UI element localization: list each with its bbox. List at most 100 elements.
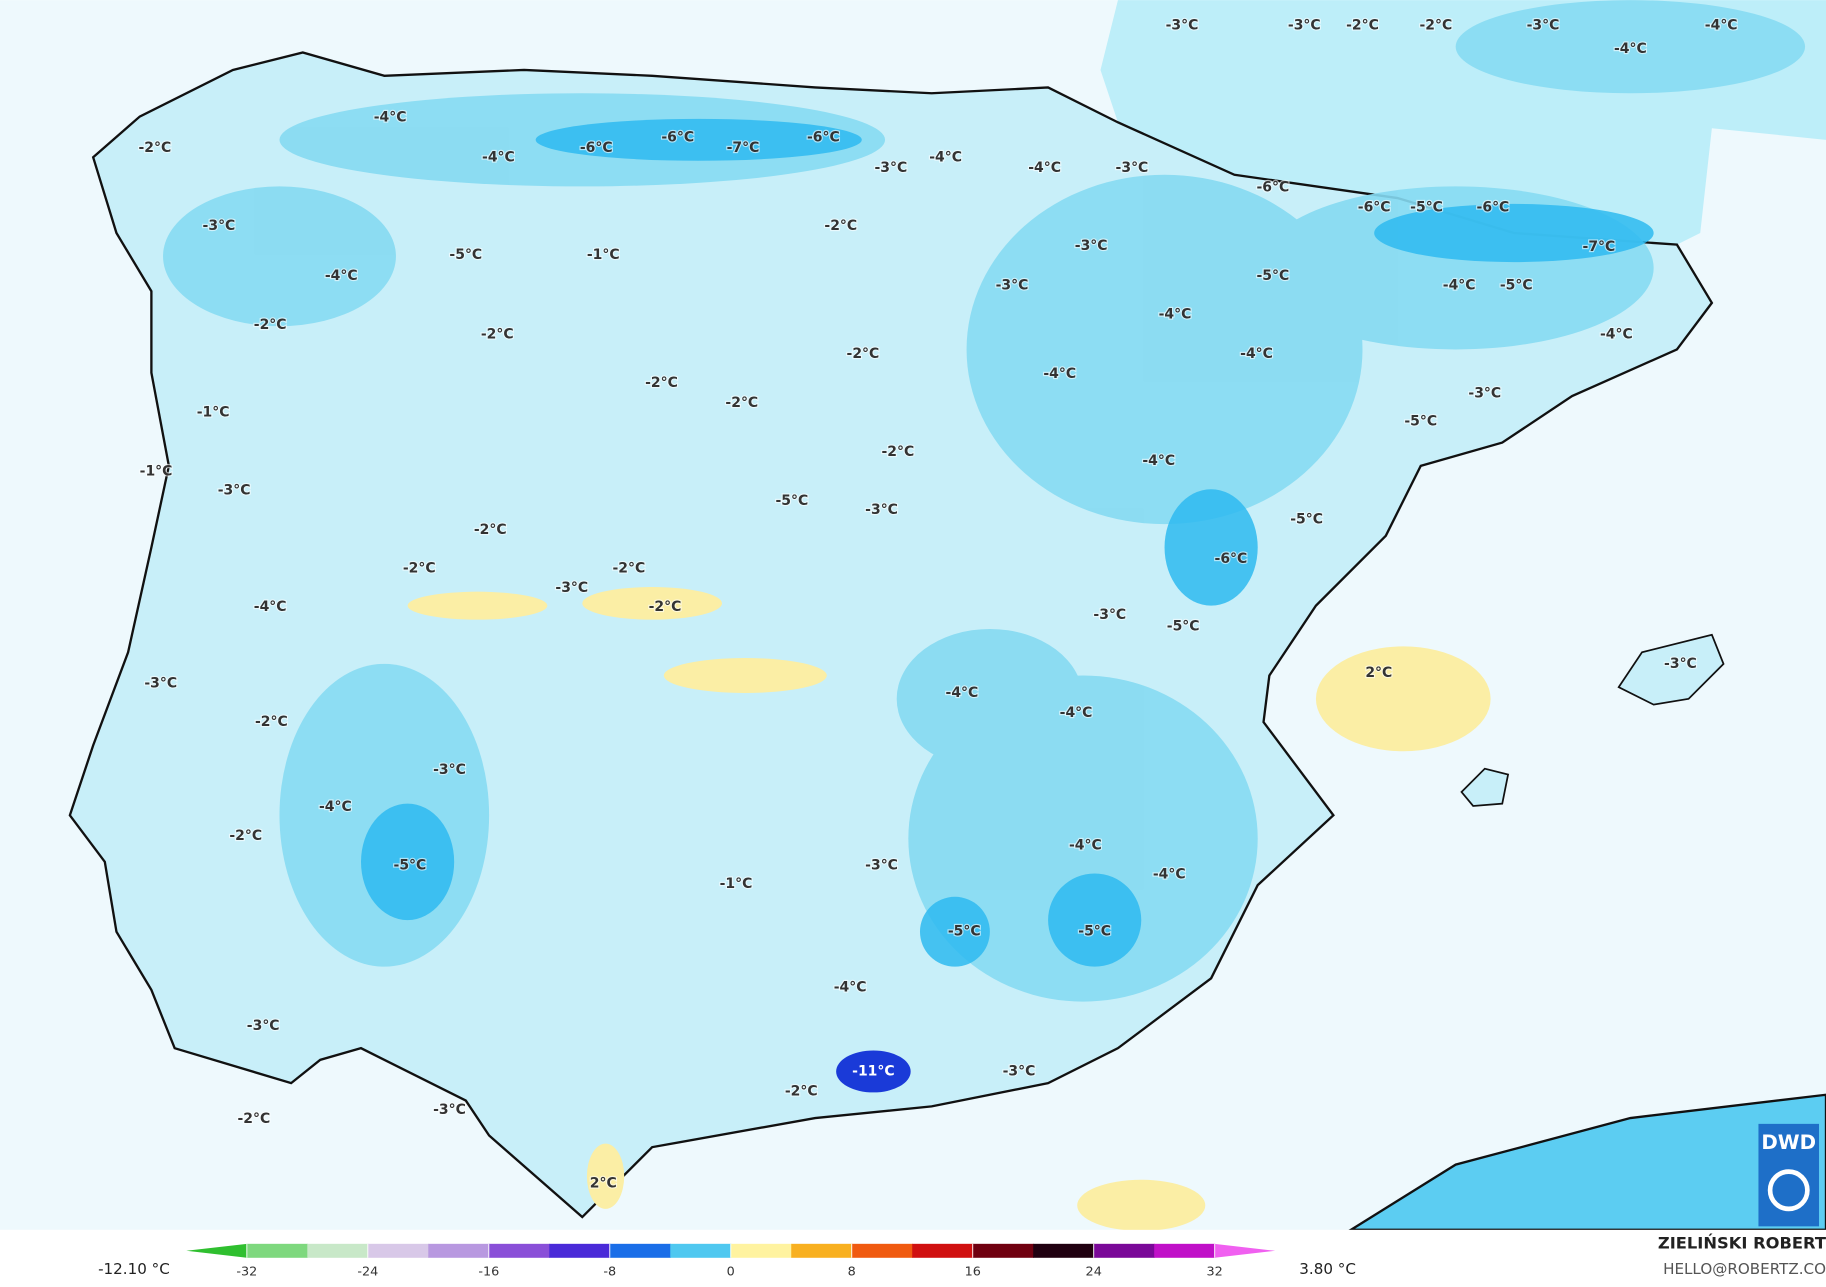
credit-contact: HELLO@ROBERTZ.CO	[1663, 1260, 1826, 1278]
temperature-label: -4°C	[1153, 867, 1186, 883]
cold-areas	[163, 0, 1806, 1002]
colorbar-tick-label: 8	[848, 1264, 856, 1279]
temperature-label: -2°C	[403, 560, 436, 576]
temperature-label: -3°C	[203, 218, 236, 234]
temperature-label: -6°C	[661, 130, 694, 146]
temperature-label: -4°C	[1060, 705, 1093, 721]
temperature-label: -4°C	[1705, 18, 1738, 34]
temperature-label: -2°C	[649, 599, 682, 615]
colorbar-max: 3.80 °C	[1299, 1260, 1356, 1278]
temperature-label: -3°C	[865, 857, 898, 873]
temperature-label: -4°C	[1069, 838, 1102, 854]
temperature-label: -3°C	[247, 1018, 280, 1034]
temperature-label: -3°C	[874, 160, 907, 176]
temperature-label: -4°C	[482, 149, 515, 165]
credit-author: ZIELIŃSKI ROBERT	[1658, 1233, 1826, 1252]
temperature-label: -3°C	[1093, 607, 1126, 623]
temperature-label: -6°C	[1256, 180, 1289, 196]
temperature-label: -4°C	[374, 110, 407, 126]
temperature-label: -3°C	[1075, 238, 1108, 254]
coldest-area	[836, 1050, 911, 1093]
colorbar-segment	[609, 1243, 671, 1258]
temperature-label: -5°C	[1290, 511, 1323, 527]
colorbar-segment	[307, 1243, 369, 1258]
colorbar-segment	[1093, 1243, 1155, 1258]
temperature-label: -1°C	[720, 876, 753, 892]
colorbar-segment	[670, 1243, 732, 1258]
temperature-label: -2°C	[254, 317, 287, 333]
temperature-label: -3°C	[555, 580, 588, 596]
temperature-label: -3°C	[1166, 18, 1199, 34]
temperature-label: -11°C	[852, 1063, 894, 1079]
temperature-label: -6°C	[1358, 199, 1391, 215]
colorbar-segment	[912, 1243, 974, 1258]
colorbar-tick-label: -16	[478, 1264, 499, 1279]
temperature-label: -5°C	[948, 924, 981, 940]
temperature-label: -6°C	[807, 130, 840, 146]
colder-areas	[361, 118, 1654, 967]
temperature-label: -6°C	[1477, 199, 1510, 215]
temperature-label: -2°C	[1419, 18, 1452, 34]
temperature-label: -5°C	[1410, 199, 1443, 215]
temperature-label: -2°C	[645, 375, 678, 391]
temperature-label: -4°C	[1028, 160, 1061, 176]
temperature-label: -5°C	[1500, 277, 1533, 293]
temperature-label: -2°C	[612, 560, 645, 576]
temperature-label: -3°C	[865, 502, 898, 518]
temperature-label: 2°C	[590, 1175, 617, 1191]
temperature-label: -3°C	[996, 277, 1029, 293]
colorbar-segment	[1214, 1243, 1276, 1258]
temperature-label: -3°C	[1003, 1063, 1036, 1079]
colorbar-segment	[851, 1243, 913, 1258]
temperature-label: -3°C	[1116, 160, 1149, 176]
temperature-label: -3°C	[1664, 656, 1697, 672]
temperature-label: -7°C	[1583, 239, 1616, 255]
temperature-label: -4°C	[325, 268, 358, 284]
temperature-label: -4°C	[1443, 277, 1476, 293]
temperature-label: -5°C	[776, 493, 809, 509]
colorbar-segment	[428, 1243, 490, 1258]
temperature-label: -6°C	[580, 140, 613, 156]
temperature-label: -4°C	[319, 799, 352, 815]
logo-text: DWD	[1761, 1131, 1816, 1154]
temperature-label: -3°C	[144, 676, 177, 692]
temperature-label: -4°C	[1240, 346, 1273, 362]
colorbar-min: -12.10 °C	[98, 1260, 170, 1278]
colorbar-tick-label: 16	[965, 1264, 981, 1279]
temperature-label: -2°C	[824, 218, 857, 234]
temperature-label: -6°C	[1215, 551, 1248, 567]
temperature-label: -2°C	[237, 1111, 270, 1127]
footer	[0, 1229, 1826, 1287]
colorbar-segment	[730, 1243, 792, 1258]
mallorca	[1617, 633, 1725, 706]
temperature-label: -3°C	[1527, 18, 1560, 34]
temperature-label: -2°C	[255, 714, 288, 730]
colorbar-tick-label: 0	[727, 1264, 735, 1279]
logo-swirl	[1767, 1169, 1810, 1212]
temperature-label: -4°C	[1614, 41, 1647, 57]
temperature-label: -1°C	[587, 247, 620, 263]
temperature-label: -5°C	[1167, 619, 1200, 635]
temperature-label: -5°C	[1078, 924, 1111, 940]
temperature-label: -5°C	[394, 857, 427, 873]
temperature-label: -4°C	[1600, 326, 1633, 342]
temperature-label: -2°C	[139, 140, 172, 156]
temperature-label: -5°C	[1256, 268, 1289, 284]
temperature-label: -3°C	[433, 1102, 466, 1118]
ibiza	[1460, 767, 1510, 807]
temperature-label: -7°C	[727, 140, 760, 156]
temperature-label: -4°C	[834, 980, 867, 996]
colorbar-segment	[972, 1243, 1034, 1258]
temperature-label: -2°C	[229, 828, 262, 844]
temperature-label: -3°C	[218, 482, 251, 498]
temperature-label: -2°C	[474, 522, 507, 538]
colorbar-segment	[1033, 1243, 1095, 1258]
colorbar-segment	[367, 1243, 429, 1258]
colorbar-tick-label: -8	[603, 1264, 616, 1279]
colorbar-tick-label: 32	[1207, 1264, 1223, 1279]
colorbar-segment	[791, 1243, 853, 1258]
temperature-label: -4°C	[946, 685, 979, 701]
temperature-label: -2°C	[881, 444, 914, 460]
